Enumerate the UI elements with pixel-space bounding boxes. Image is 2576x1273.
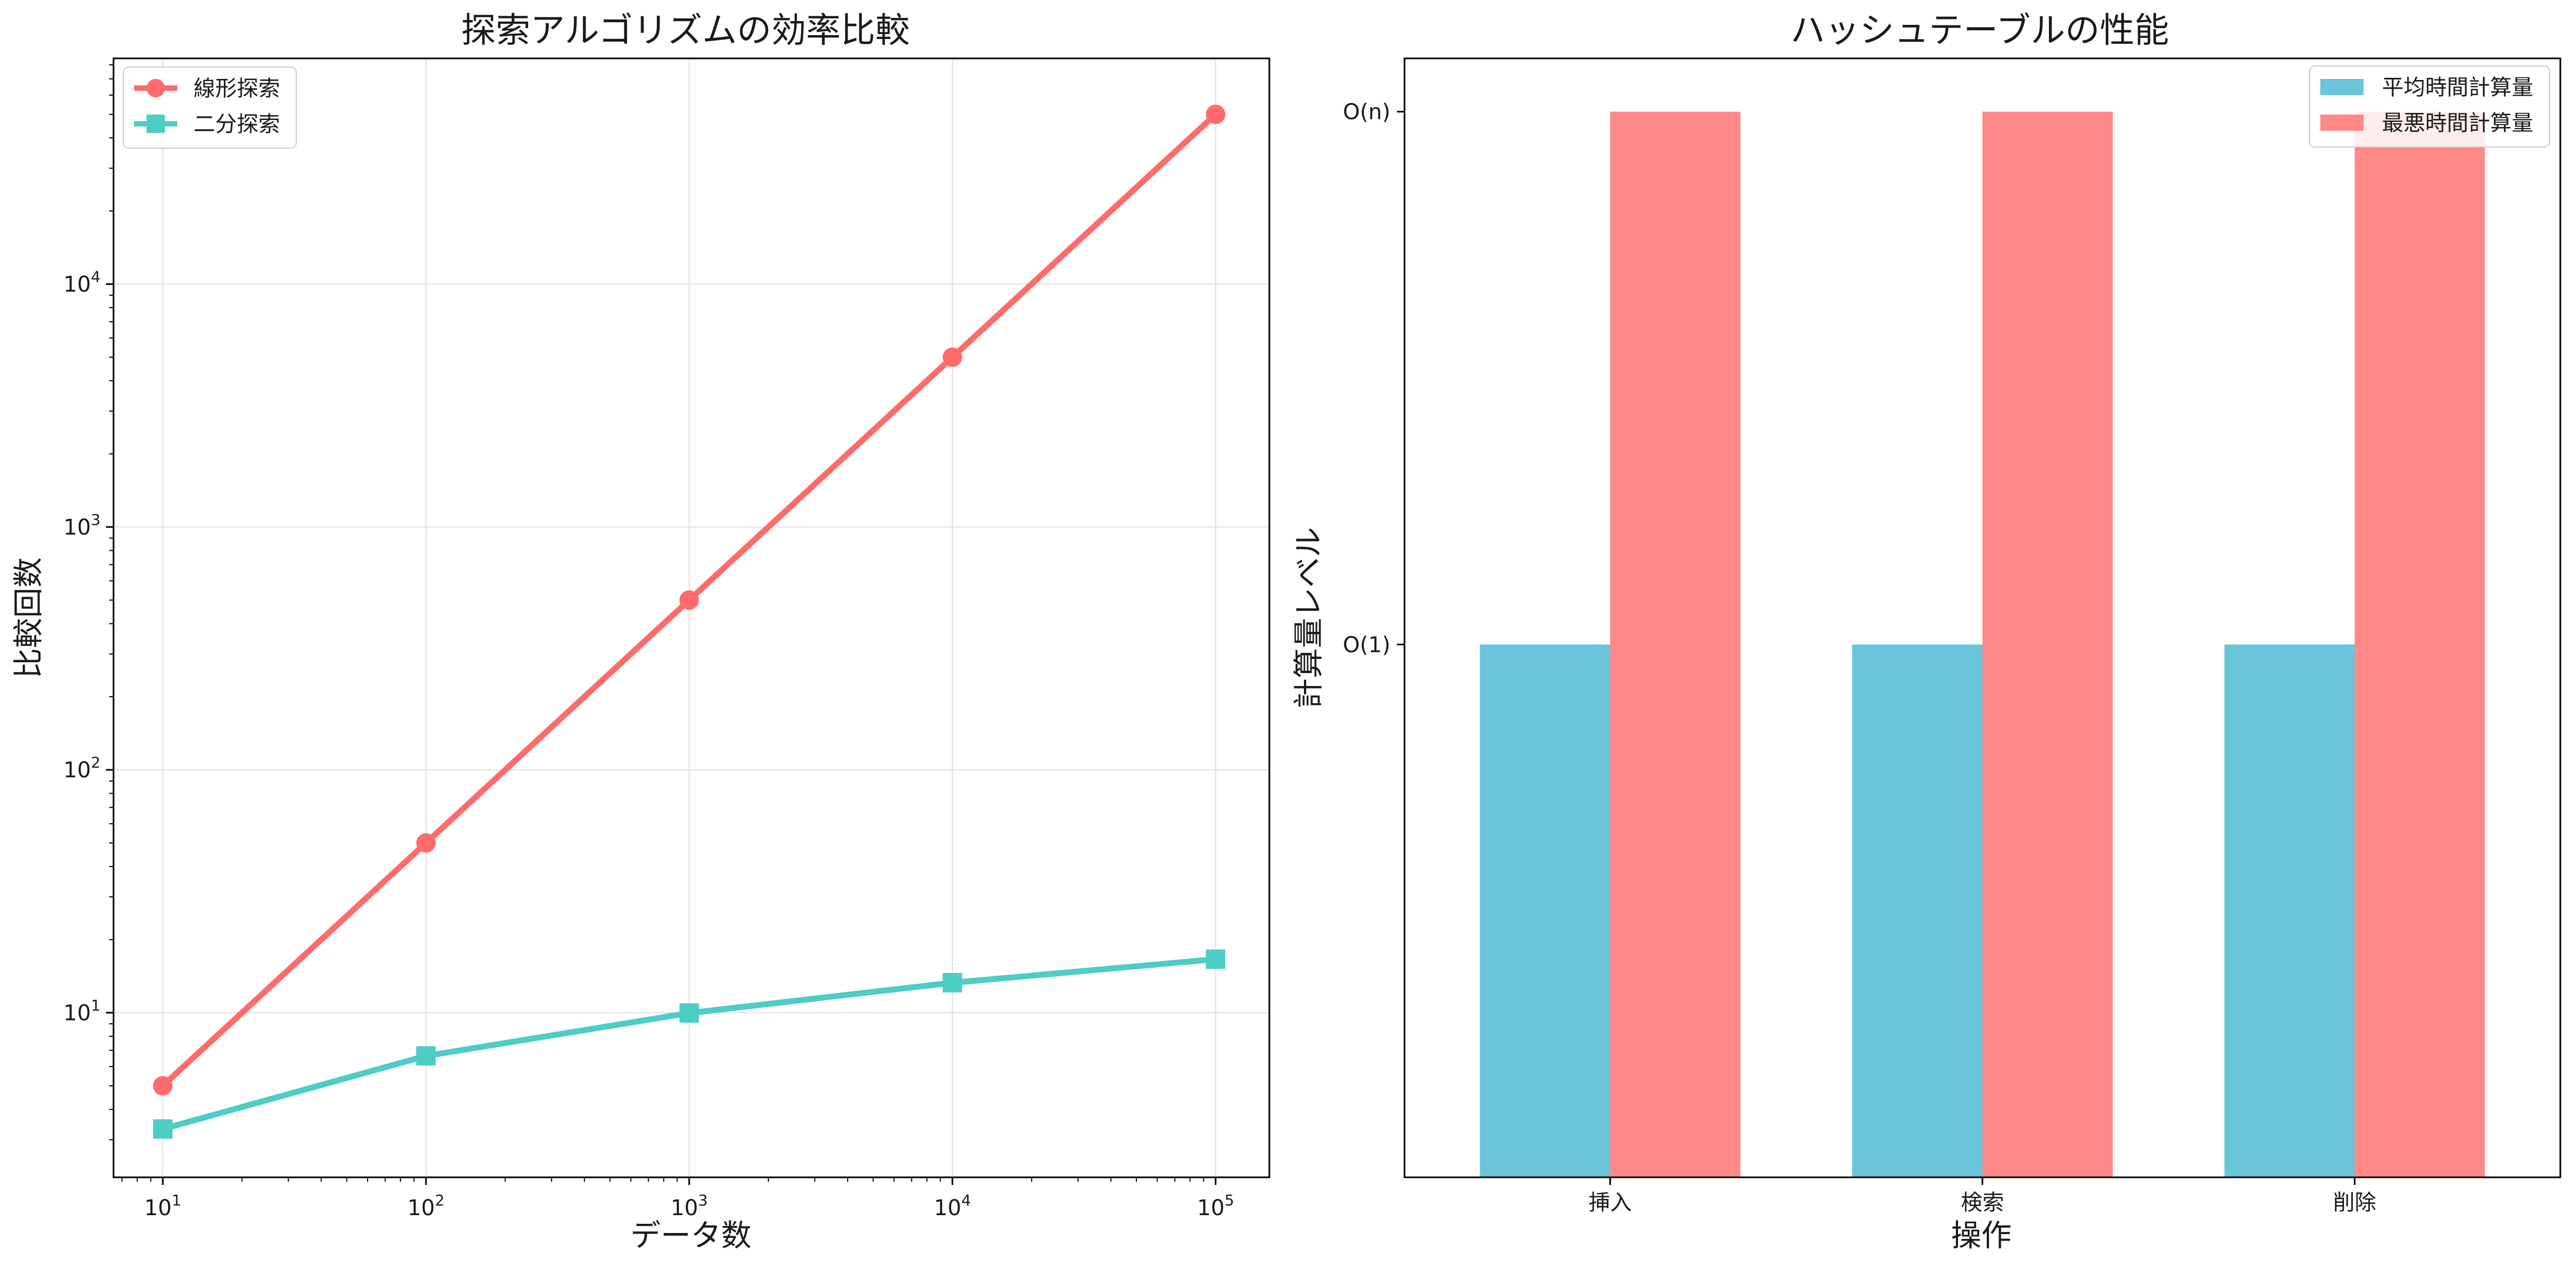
line-chart-x-tick-label-exp: 5	[1224, 1191, 1234, 1209]
line-chart-y-tick-label-base: 10	[63, 272, 91, 297]
series-1-point	[153, 1119, 173, 1139]
line-chart-y-tick-label-exp: 1	[91, 996, 101, 1014]
series-0-point	[153, 1076, 173, 1096]
line-chart-y-tick-label-base: 10	[63, 1001, 91, 1025]
series-1-point	[942, 972, 962, 992]
line-chart-y-tick-label-exp: 2	[91, 754, 101, 771]
line-chart: 探索アルゴリズムの効率比較 101 102 103 104 105 1011021031…	[11, 11, 1270, 1254]
bar-average	[1480, 644, 1610, 1177]
bar-chart-legend: 平均時間計算量 最悪時間計算量	[2309, 65, 2550, 148]
bar-chart: ハッシュテーブルの性能 挿入 検索 削除 O(1) O(n) 操作 計算量レベル 平均…	[1292, 11, 2561, 1254]
bar-chart-y-tick-label: O(n)	[1343, 100, 1390, 125]
line-chart-minor-ticks	[109, 64, 1204, 1182]
bar-chart-y-tick-label: O(1)	[1343, 632, 1390, 657]
line-chart-frame	[112, 57, 1270, 1178]
bar-worst	[1610, 111, 1741, 1178]
series-0-point	[679, 590, 699, 610]
line-chart-x-tick-labels: 101 102 103 104 105	[144, 1191, 1234, 1221]
series-0-point	[416, 833, 436, 853]
line-chart-x-tick-label: 104	[934, 1191, 971, 1221]
line-chart-title: 探索アルゴリズムの効率比較	[461, 11, 910, 51]
bar-chart-frame	[1403, 57, 2561, 1178]
line-chart-major-ticks	[106, 283, 1217, 1185]
legend-label-average: 平均時間計算量	[2382, 75, 2533, 100]
bar-average	[2224, 644, 2355, 1177]
bar-chart-y-ticks: O(1) O(n)	[1343, 100, 1405, 657]
legend-label-worst: 最悪時間計算量	[2382, 111, 2533, 136]
bar-chart-x-tick-label: 挿入	[1588, 1190, 1632, 1215]
bar-chart-title: ハッシュテーブルの性能	[1790, 11, 2169, 51]
line-chart-x-tick-label-base: 10	[408, 1196, 435, 1221]
line-chart-x-tick-label: 101	[144, 1191, 182, 1221]
line-chart-y-tick-label-exp: 3	[91, 511, 101, 529]
line-chart-y-tick-label-base: 10	[63, 515, 91, 540]
series-1-point	[416, 1046, 436, 1066]
bar-chart-x-tick-label: 削除	[2333, 1190, 2377, 1215]
legend-marker-linear	[147, 79, 165, 97]
legend-label-binary: 二分探索	[194, 112, 280, 137]
line-chart-y-tick-label: 101	[63, 996, 101, 1025]
line-chart-x-tick-label-exp: 2	[435, 1191, 445, 1209]
bar-worst	[1982, 111, 2113, 1178]
legend-marker-binary	[147, 115, 165, 133]
series-0-point	[1206, 104, 1226, 124]
line-chart-x-tick-label-exp: 3	[698, 1191, 708, 1209]
bar-chart-y-axis-label: 計算量レベル	[1292, 527, 1327, 709]
line-chart-x-tick-label-base: 10	[144, 1196, 172, 1221]
legend-swatch-worst	[2320, 115, 2364, 131]
bar-average	[1852, 644, 1982, 1177]
line-chart-x-axis-label: データ数	[630, 1218, 751, 1254]
legend-swatch-average	[2320, 79, 2364, 95]
line-chart-y-tick-label-base: 10	[63, 758, 91, 783]
line-chart-x-tick-label-base: 10	[670, 1196, 698, 1221]
bar-chart-x-ticks: 挿入 検索 削除	[1588, 1177, 2377, 1215]
series-1-point	[1206, 949, 1226, 969]
line-chart-y-tick-label: 102	[63, 754, 101, 783]
bar-chart-bars	[1480, 111, 2485, 1178]
bar-chart-x-axis-label: 操作	[1951, 1218, 2012, 1254]
line-chart-x-tick-label: 103	[670, 1191, 708, 1221]
line-chart-x-tick-label-exp: 4	[961, 1191, 971, 1209]
line-chart-x-tick-label-base: 10	[1197, 1196, 1224, 1221]
bar-worst	[2354, 111, 2485, 1178]
line-chart-legend: 線形探索 二分探索	[123, 66, 297, 149]
line-chart-y-tick-label: 104	[63, 268, 101, 297]
line-chart-y-tick-label: 103	[63, 511, 101, 540]
line-chart-x-tick-label: 105	[1197, 1191, 1234, 1221]
bar-chart-x-tick-label: 検索	[1961, 1190, 2004, 1215]
line-chart-y-axis-label: 比較回数	[11, 557, 46, 678]
series-0-point	[942, 347, 962, 367]
line-chart-y-tick-label-exp: 4	[91, 268, 101, 286]
bar-chart-legend-box	[2309, 65, 2550, 148]
series-1-point	[679, 1003, 699, 1023]
legend-label-linear: 線形探索	[194, 76, 280, 101]
line-chart-series	[153, 104, 1226, 1139]
line-chart-x-tick-label-base: 10	[934, 1196, 961, 1221]
line-chart-x-tick-label-exp: 1	[172, 1191, 182, 1209]
line-chart-x-tick-label: 102	[408, 1191, 445, 1221]
